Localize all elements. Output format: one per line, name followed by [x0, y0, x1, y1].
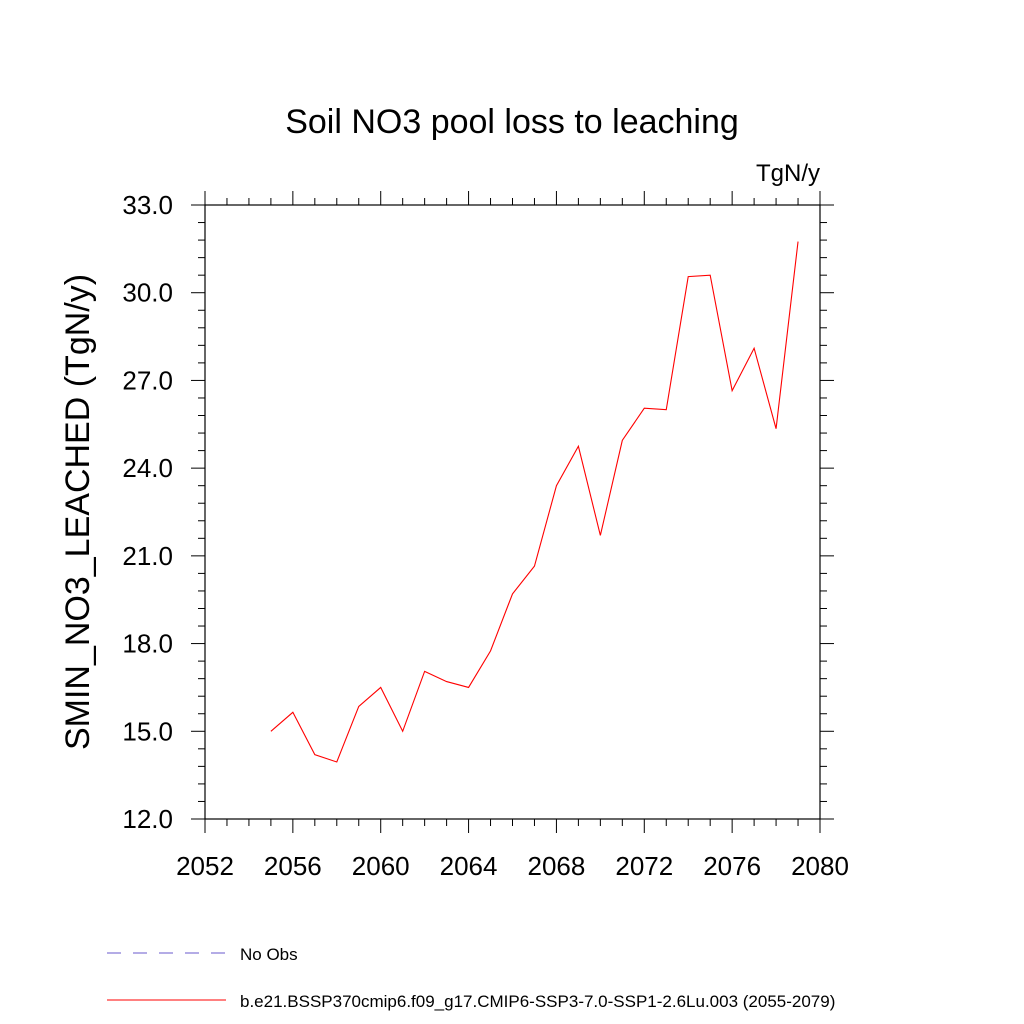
- y-tick-label: 15.0: [122, 716, 173, 746]
- y-tick-label: 18.0: [122, 629, 173, 659]
- y-tick-label: 33.0: [122, 190, 173, 220]
- series-line: [270, 241, 799, 763]
- y-tick-label: 21.0: [122, 541, 173, 571]
- plot-frame: [204, 204, 821, 820]
- series-layer: [270, 241, 799, 763]
- x-tick-label: 2072: [615, 851, 673, 881]
- x-tick-label: 2060: [352, 851, 410, 881]
- x-tick-label: 2080: [791, 851, 849, 881]
- x-tick-label: 2076: [703, 851, 761, 881]
- y-axis-label: SMIN_NO3_LEACHED (TgN/y): [59, 274, 97, 750]
- legend-label: b.e21.BSSP370cmip6.f09_g17.CMIP6-SSP3-7.…: [240, 992, 835, 1011]
- legend: No Obs b.e21.BSSP370cmip6.f09_g17.CMIP6-S…: [107, 945, 835, 1011]
- x-tick-label: 2052: [176, 851, 234, 881]
- y-tick-label: 30.0: [122, 278, 173, 308]
- x-tick-label: 2056: [264, 851, 322, 881]
- y-tick-label: 24.0: [122, 453, 173, 483]
- x-tick-label: 2068: [528, 851, 586, 881]
- y-tick-label: 12.0: [122, 804, 173, 834]
- chart-title: Soil NO3 pool loss to leaching: [285, 103, 739, 141]
- y-tick-label: 27.0: [122, 365, 173, 395]
- x-tick-label: 2064: [440, 851, 498, 881]
- units-label: TgN/y: [756, 160, 820, 187]
- axes: 2052 2056 2060 2064 2068 2072 2076 2080 12.0 15.0…: [122, 190, 849, 881]
- legend-label: No Obs: [240, 945, 298, 964]
